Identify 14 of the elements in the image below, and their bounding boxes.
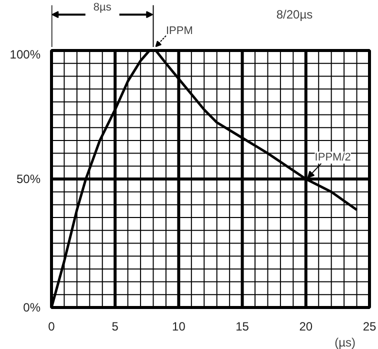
- x-tick-label: 25: [362, 320, 376, 334]
- x-tick-label: 10: [172, 320, 186, 334]
- text: 8µs: [93, 2, 112, 14]
- x-tick-label: 15: [236, 320, 250, 334]
- x-tick-label: 20: [299, 320, 313, 334]
- text: 8/20µs: [276, 8, 313, 22]
- annotation: IPPM/2: [314, 152, 351, 164]
- annotation: IPPM: [166, 25, 193, 38]
- y-tick-label: 0%: [23, 300, 41, 314]
- x-tick-label: 5: [112, 320, 119, 334]
- x-axis-title: (µs): [334, 336, 356, 349]
- x-tick-label: 0: [48, 320, 56, 334]
- y-tick-label: 100%: [10, 48, 41, 62]
- y-tick-label: 50%: [16, 172, 41, 186]
